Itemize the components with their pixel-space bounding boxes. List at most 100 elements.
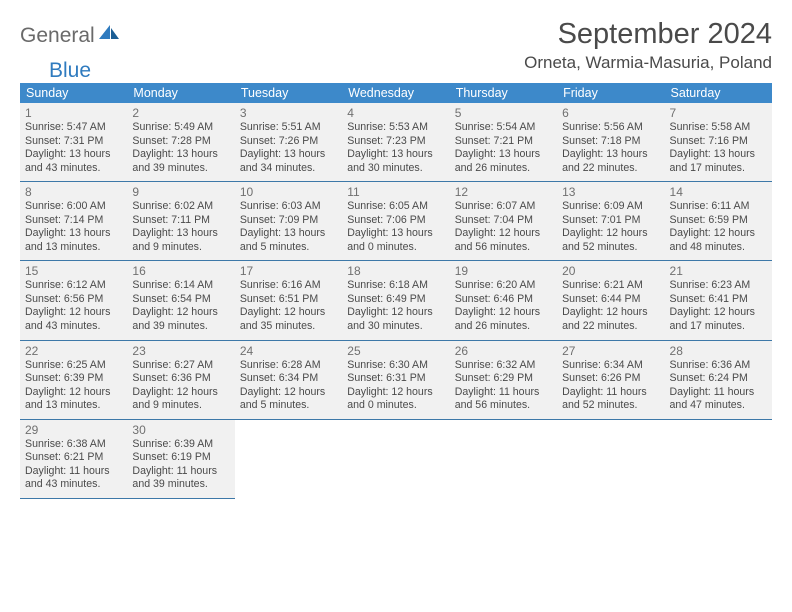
day-number: 21 <box>670 264 767 278</box>
weekday-header: Wednesday <box>342 83 449 103</box>
sunrise-text: Sunrise: 6:39 AM <box>132 438 229 452</box>
daylight-text: Daylight: 13 hours and 22 minutes. <box>562 148 659 175</box>
daylight-text: Daylight: 12 hours and 22 minutes. <box>562 306 659 333</box>
daylight-text: Daylight: 13 hours and 26 minutes. <box>455 148 552 175</box>
sunset-text: Sunset: 7:01 PM <box>562 214 659 228</box>
calendar-cell: 12Sunrise: 6:07 AMSunset: 7:04 PMDayligh… <box>450 182 557 261</box>
day-number: 3 <box>240 106 337 120</box>
sunset-text: Sunset: 7:04 PM <box>455 214 552 228</box>
sunrise-text: Sunrise: 6:27 AM <box>132 359 229 373</box>
day-number: 18 <box>347 264 444 278</box>
weekday-header: Monday <box>127 83 234 103</box>
day-number: 9 <box>132 185 229 199</box>
daylight-text: Daylight: 12 hours and 39 minutes. <box>132 306 229 333</box>
sunrise-text: Sunrise: 6:09 AM <box>562 200 659 214</box>
sunrise-text: Sunrise: 6:36 AM <box>670 359 767 373</box>
day-number: 30 <box>132 423 229 437</box>
calendar-cell <box>235 419 342 498</box>
sunset-text: Sunset: 6:36 PM <box>132 372 229 386</box>
sunset-text: Sunset: 6:49 PM <box>347 293 444 307</box>
calendar-row: 15Sunrise: 6:12 AMSunset: 6:56 PMDayligh… <box>20 261 772 340</box>
calendar-cell: 6Sunrise: 5:56 AMSunset: 7:18 PMDaylight… <box>557 103 664 182</box>
daylight-text: Daylight: 12 hours and 48 minutes. <box>670 227 767 254</box>
sunrise-text: Sunrise: 6:38 AM <box>25 438 122 452</box>
sunrise-text: Sunrise: 6:25 AM <box>25 359 122 373</box>
brand-part1: General <box>20 24 95 48</box>
daylight-text: Daylight: 13 hours and 43 minutes. <box>25 148 122 175</box>
daylight-text: Daylight: 13 hours and 5 minutes. <box>240 227 337 254</box>
sunset-text: Sunset: 6:29 PM <box>455 372 552 386</box>
sunset-text: Sunset: 7:14 PM <box>25 214 122 228</box>
daylight-text: Daylight: 13 hours and 30 minutes. <box>347 148 444 175</box>
calendar-row: 8Sunrise: 6:00 AMSunset: 7:14 PMDaylight… <box>20 182 772 261</box>
daylight-text: Daylight: 11 hours and 56 minutes. <box>455 386 552 413</box>
daylight-text: Daylight: 13 hours and 17 minutes. <box>670 148 767 175</box>
daylight-text: Daylight: 11 hours and 43 minutes. <box>25 465 122 492</box>
daylight-text: Daylight: 12 hours and 56 minutes. <box>455 227 552 254</box>
day-number: 27 <box>562 344 659 358</box>
day-number: 24 <box>240 344 337 358</box>
sunrise-text: Sunrise: 5:53 AM <box>347 121 444 135</box>
calendar-cell: 4Sunrise: 5:53 AMSunset: 7:23 PMDaylight… <box>342 103 449 182</box>
calendar-cell: 7Sunrise: 5:58 AMSunset: 7:16 PMDaylight… <box>665 103 772 182</box>
daylight-text: Daylight: 12 hours and 26 minutes. <box>455 306 552 333</box>
calendar-cell: 2Sunrise: 5:49 AMSunset: 7:28 PMDaylight… <box>127 103 234 182</box>
calendar-cell: 28Sunrise: 6:36 AMSunset: 6:24 PMDayligh… <box>665 340 772 419</box>
calendar-cell: 30Sunrise: 6:39 AMSunset: 6:19 PMDayligh… <box>127 419 234 498</box>
weekday-header: Sunday <box>20 83 127 103</box>
day-number: 12 <box>455 185 552 199</box>
daylight-text: Daylight: 11 hours and 47 minutes. <box>670 386 767 413</box>
sunset-text: Sunset: 7:16 PM <box>670 135 767 149</box>
daylight-text: Daylight: 12 hours and 35 minutes. <box>240 306 337 333</box>
calendar-cell: 8Sunrise: 6:00 AMSunset: 7:14 PMDaylight… <box>20 182 127 261</box>
daylight-text: Daylight: 13 hours and 39 minutes. <box>132 148 229 175</box>
day-number: 10 <box>240 185 337 199</box>
sunrise-text: Sunrise: 5:49 AM <box>132 121 229 135</box>
calendar-cell: 1Sunrise: 5:47 AMSunset: 7:31 PMDaylight… <box>20 103 127 182</box>
calendar-cell <box>557 419 664 498</box>
daylight-text: Daylight: 12 hours and 43 minutes. <box>25 306 122 333</box>
day-number: 22 <box>25 344 122 358</box>
day-number: 11 <box>347 185 444 199</box>
month-title: September 2024 <box>524 18 772 51</box>
daylight-text: Daylight: 12 hours and 5 minutes. <box>240 386 337 413</box>
daylight-text: Daylight: 12 hours and 17 minutes. <box>670 306 767 333</box>
sunset-text: Sunset: 6:51 PM <box>240 293 337 307</box>
sunrise-text: Sunrise: 6:12 AM <box>25 279 122 293</box>
sunset-text: Sunset: 7:18 PM <box>562 135 659 149</box>
sunrise-text: Sunrise: 6:16 AM <box>240 279 337 293</box>
sunrise-text: Sunrise: 5:56 AM <box>562 121 659 135</box>
daylight-text: Daylight: 13 hours and 13 minutes. <box>25 227 122 254</box>
sunset-text: Sunset: 6:56 PM <box>25 293 122 307</box>
day-number: 6 <box>562 106 659 120</box>
day-number: 4 <box>347 106 444 120</box>
sail-icon <box>98 24 120 47</box>
sunset-text: Sunset: 6:39 PM <box>25 372 122 386</box>
day-number: 1 <box>25 106 122 120</box>
calendar-cell: 19Sunrise: 6:20 AMSunset: 6:46 PMDayligh… <box>450 261 557 340</box>
daylight-text: Daylight: 12 hours and 30 minutes. <box>347 306 444 333</box>
calendar-cell: 24Sunrise: 6:28 AMSunset: 6:34 PMDayligh… <box>235 340 342 419</box>
page-header: General September 2024 Orneta, Warmia-Ma… <box>20 18 772 73</box>
sunset-text: Sunset: 6:24 PM <box>670 372 767 386</box>
day-number: 13 <box>562 185 659 199</box>
calendar-cell: 15Sunrise: 6:12 AMSunset: 6:56 PMDayligh… <box>20 261 127 340</box>
calendar-table: Sunday Monday Tuesday Wednesday Thursday… <box>20 83 772 499</box>
sunrise-text: Sunrise: 6:21 AM <box>562 279 659 293</box>
sunrise-text: Sunrise: 6:18 AM <box>347 279 444 293</box>
calendar-cell: 25Sunrise: 6:30 AMSunset: 6:31 PMDayligh… <box>342 340 449 419</box>
sunrise-text: Sunrise: 5:47 AM <box>25 121 122 135</box>
sunset-text: Sunset: 6:44 PM <box>562 293 659 307</box>
day-number: 16 <box>132 264 229 278</box>
day-number: 8 <box>25 185 122 199</box>
daylight-text: Daylight: 11 hours and 52 minutes. <box>562 386 659 413</box>
calendar-cell: 22Sunrise: 6:25 AMSunset: 6:39 PMDayligh… <box>20 340 127 419</box>
day-number: 19 <box>455 264 552 278</box>
calendar-cell <box>665 419 772 498</box>
sunset-text: Sunset: 6:31 PM <box>347 372 444 386</box>
calendar-cell: 14Sunrise: 6:11 AMSunset: 6:59 PMDayligh… <box>665 182 772 261</box>
calendar-cell: 18Sunrise: 6:18 AMSunset: 6:49 PMDayligh… <box>342 261 449 340</box>
day-number: 25 <box>347 344 444 358</box>
calendar-cell: 21Sunrise: 6:23 AMSunset: 6:41 PMDayligh… <box>665 261 772 340</box>
sunset-text: Sunset: 7:26 PM <box>240 135 337 149</box>
